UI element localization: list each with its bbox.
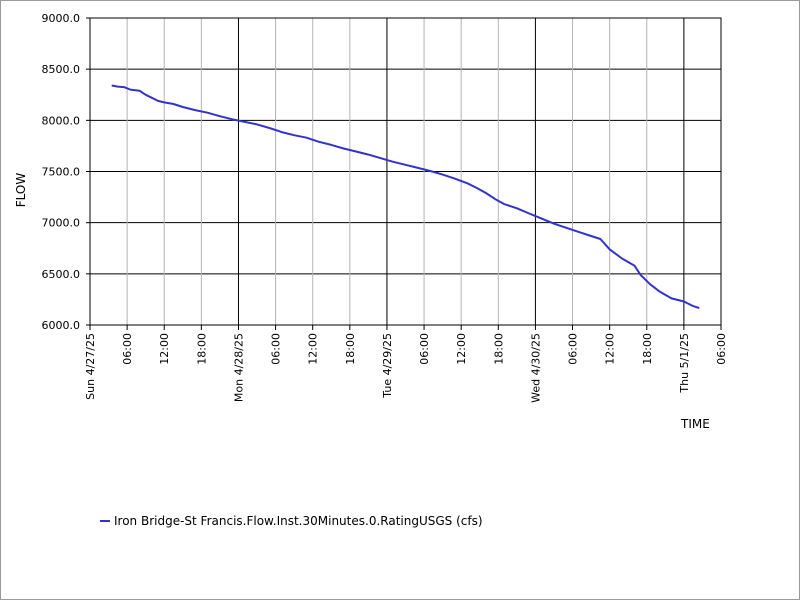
y-axis-ticks: 6000.0 6500.0 7000.0 7500.0 8000.0 8500.0 9000…	[42, 12, 90, 332]
x-tick-label: 18:00	[344, 333, 357, 365]
x-tick-label: 18:00	[641, 333, 654, 365]
y-tick-label: 8000.0	[42, 114, 81, 127]
series-line-0	[111, 84, 700, 310]
legend: Iron Bridge-St Francis.Flow.Inst.30Minut…	[100, 514, 483, 528]
y-tick-label: 9000.0	[42, 12, 81, 25]
x-tick-label: 18:00	[195, 333, 208, 365]
y-axis-title: FLOW	[14, 173, 28, 208]
x-tick-label: 06:00	[270, 333, 283, 365]
x-tick-label: 06:00	[418, 333, 431, 365]
legend-swatch	[100, 520, 110, 522]
x-tick-label: Mon 4/28/25	[232, 333, 245, 402]
x-tick-label: Thu 5/1/25	[678, 333, 691, 394]
x-tick-label: 18:00	[492, 333, 505, 365]
x-tick-label: 06:00	[121, 333, 134, 365]
x-axis-title: TIME	[680, 417, 710, 431]
x-axis-ticks: Sun 4/27/25 06:00 12:00 18:00 Mon 4/28/25 06:…	[84, 325, 728, 403]
x-tick-label: 12:00	[307, 333, 320, 365]
chart-grid	[89, 17, 722, 326]
x-tick-label: 06:00	[715, 333, 728, 365]
y-tick-label: 6000.0	[42, 319, 81, 332]
x-tick-label: 12:00	[158, 333, 171, 365]
y-tick-label: 7500.0	[42, 166, 81, 179]
x-tick-label: 12:00	[604, 333, 617, 365]
y-tick-label: 8500.0	[42, 63, 81, 76]
x-tick-label: Tue 4/29/25	[381, 333, 394, 399]
x-tick-label: 12:00	[455, 333, 468, 365]
y-tick-label: 7000.0	[42, 217, 81, 230]
x-tick-label: Wed 4/30/25	[529, 333, 542, 403]
x-tick-label: 06:00	[567, 333, 580, 365]
y-tick-label: 6500.0	[42, 268, 81, 281]
legend-label: Iron Bridge-St Francis.Flow.Inst.30Minut…	[114, 514, 483, 528]
x-tick-label: Sun 4/27/25	[84, 333, 97, 400]
chart-series	[111, 84, 700, 310]
